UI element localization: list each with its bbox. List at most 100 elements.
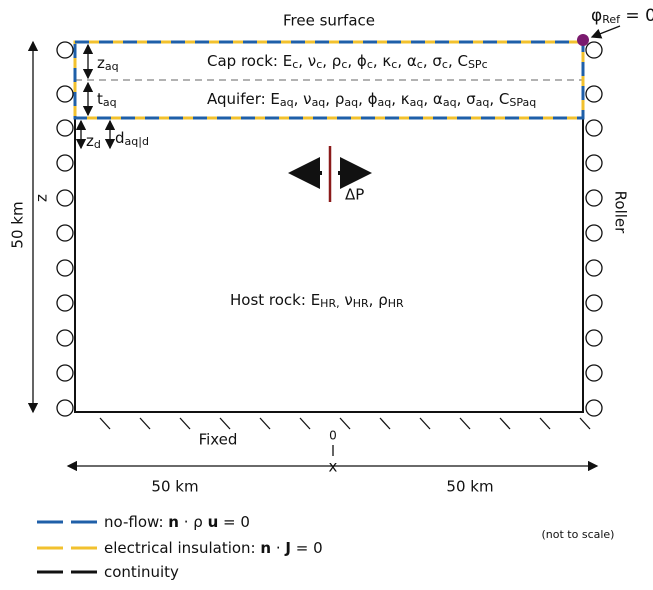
text-run: c [316,58,322,71]
legend-label: electrical insulation: n · J = 0 [104,539,323,557]
legend-label: continuity [104,563,179,581]
text-run: SPc [468,58,488,71]
roller [585,364,603,382]
bottom-boundary-label: Fixed [199,431,238,449]
text-run: electrical insulation: [104,539,260,557]
text-run: aq|d [125,135,149,148]
text-run: · [271,539,285,557]
rollers [56,41,603,417]
text-run: aq [103,96,117,109]
text-run: c [292,58,298,71]
hatch-line [99,417,111,430]
text-run: , ϕ [347,52,367,70]
hatch-line [179,417,191,430]
roller [56,85,74,103]
layer-label: Aquifer: Eaq, νaq, ρaq, ϕaq, κaq, αaq, σ… [207,90,536,110]
text-run: , α [397,52,417,70]
fixed-hatch [99,417,591,430]
text-run: t [97,90,103,108]
roller [56,154,74,172]
text-run: , σ [457,90,477,108]
height-label: 50 km [9,201,27,248]
text-run: aq [344,96,358,109]
text-run: , ν [294,90,312,108]
dimensions [27,40,599,472]
text-run: , C [448,52,468,70]
roller [585,41,603,59]
reference-label: φRef = 0 [591,6,653,26]
text-run: HR [353,297,369,310]
text-run: d [115,129,125,147]
source-label: ΔP [345,186,364,204]
text-run: aq [410,96,424,109]
text-run: Ref [602,13,621,26]
roller [56,364,74,382]
text-run: z [97,54,105,72]
roller [585,259,603,277]
dim-label: zd [86,132,101,152]
text-run: , α [423,90,443,108]
text-run: Host rock: E [230,291,320,309]
roller [56,294,74,312]
text-run: , ν [298,52,316,70]
text-run: aq [312,96,326,109]
reference-arrow [590,25,621,39]
text-run: HR, [320,297,339,310]
roller [585,294,603,312]
text-run: , ρ [325,90,344,108]
text-run: c [442,58,448,71]
dim-label: daq|d [115,129,149,149]
text-run: aq [105,60,119,73]
hatch-line [379,417,391,430]
text-run: z [86,132,94,150]
text-run: no-flow: [104,513,168,531]
note: (not to scale) [542,528,615,541]
text-run: c [341,58,347,71]
x-right-label: 50 km [446,478,493,496]
text-run: aq [378,96,392,109]
hatch-line [219,417,231,430]
legend-label: no-flow: n · ρ u = 0 [104,513,250,531]
layer-label: Host rock: EHR, νHR, ρHR [230,291,404,311]
roller [56,189,74,207]
host-boundary [74,118,584,413]
roller [56,399,74,417]
roller [585,189,603,207]
text-run: aq [443,96,457,109]
dim-label: zaq [97,54,119,74]
text-run: Cap rock: E [207,52,292,70]
text-run: J [284,539,291,557]
right-boundary-label: Roller [612,191,630,234]
text-run: n [168,513,179,531]
text-run: , ρ [369,291,388,309]
text-run: SPaq [509,96,536,109]
hatch-line [459,417,471,430]
roller [585,119,603,137]
hatch-line [419,417,431,430]
hatch-line [299,417,311,430]
text-run: HR [388,297,404,310]
text-run: Aquifer: E [207,90,280,108]
hatch-line [339,417,351,430]
roller [585,399,603,417]
roller [56,329,74,347]
text-run: = 0 [218,513,250,531]
text-run: , κ [391,90,410,108]
dim-label: taq [97,90,117,110]
text-run: d [94,138,101,151]
z-axis-label: z [33,194,51,202]
text-run: , C [489,90,509,108]
text-run: aq [280,96,294,109]
roller [585,329,603,347]
text-run: n [260,539,271,557]
roller [56,224,74,242]
hatch-line [499,417,511,430]
roller [585,224,603,242]
roller [56,41,74,59]
x-left-label: 50 km [151,478,198,496]
text-run: = 0 [620,6,653,26]
text-run: · ρ [179,513,208,531]
no-flow-boundary [73,40,585,120]
legend-keys [37,520,100,574]
top-label: Free surface [283,12,375,30]
